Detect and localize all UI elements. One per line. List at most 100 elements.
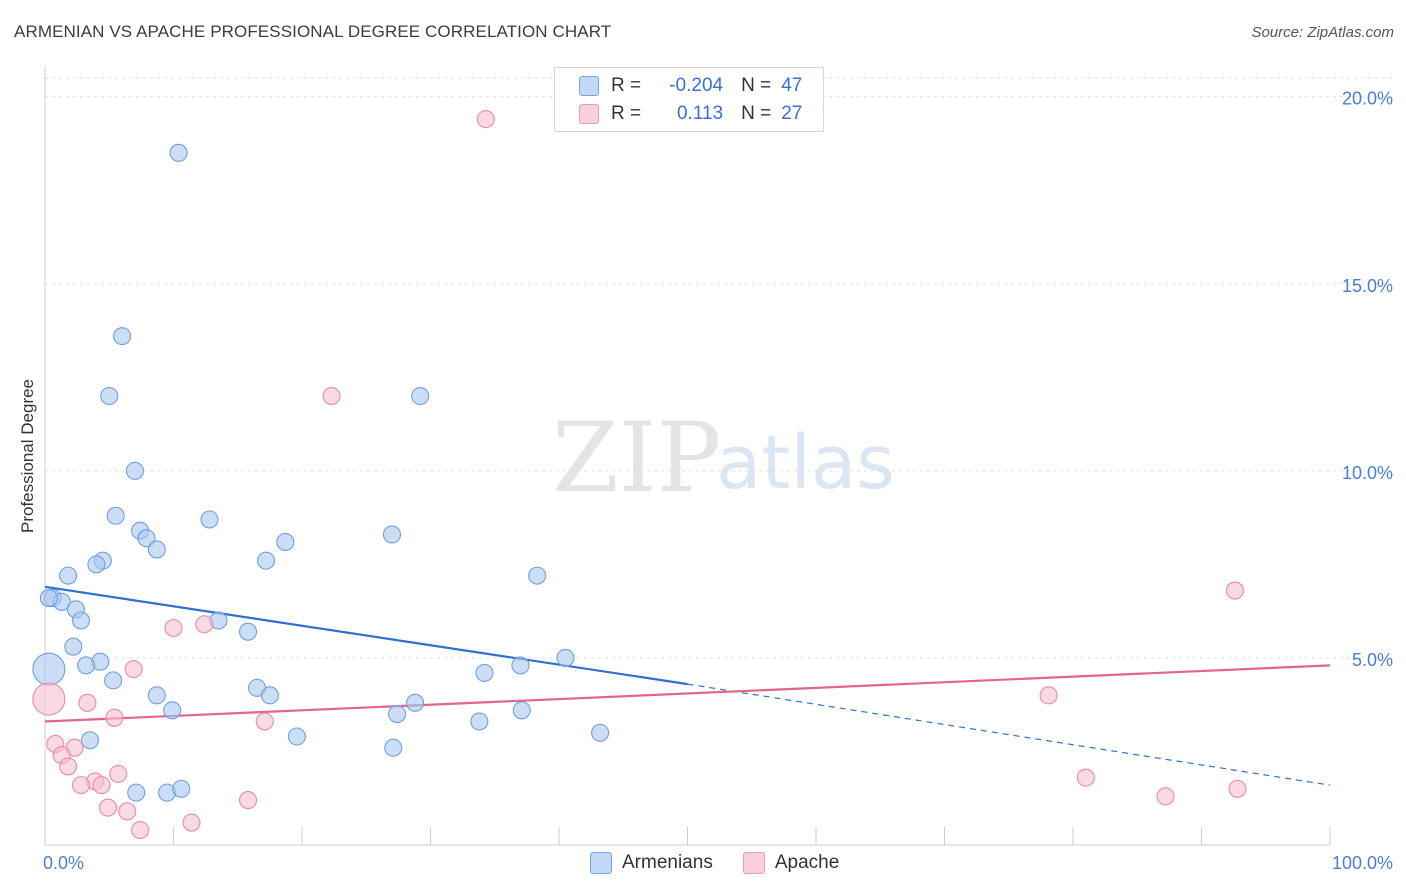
apache-point [59,757,78,776]
armenian-point [470,712,489,731]
armenian-point [106,506,125,525]
apache-point [124,660,143,679]
armenians-trend-extension [687,683,1331,786]
apache-point [1225,581,1244,600]
apache-point [195,615,214,634]
apache-point [255,712,274,731]
legend-n-value-armenians: 47 [781,75,803,96]
armenian-point [100,386,119,406]
chart-title: ARMENIAN VS APACHE PROFESSIONAL DEGREE C… [14,22,612,41]
armenians-legend-label: Armenians [622,852,713,873]
y-tick-label: 15.0% [1342,276,1393,296]
armenian-point [384,738,403,757]
apache-point [476,110,495,129]
apache-point [1076,768,1095,787]
apache-point [32,682,66,716]
armenians-swatch [579,76,599,96]
legend-item-apache[interactable]: Apache [742,852,839,874]
armenian-point [59,566,78,585]
armenian-point [475,663,494,682]
stats-legend: R = -0.204 N = 47 R = 0.113 N = 27 [554,67,824,132]
axes [44,66,1331,846]
apache-point [1228,779,1247,798]
legend-n-label: N = [741,103,772,124]
armenian-point [77,656,96,675]
armenian-point [287,727,306,746]
armenians-trend-line [44,585,688,686]
armenian-point [137,529,156,548]
armenian-point [71,611,91,630]
apache-point [238,791,258,810]
armenian-point [32,652,66,686]
armenian-point [511,656,530,675]
x-tick-label-max: 100.0% [1332,853,1393,873]
armenian-point [169,143,188,162]
grid-lines [45,77,1392,659]
armenian-point [113,327,132,346]
apache-point [131,820,150,840]
series-legend: Armenians Apache [590,852,869,874]
armenian-point [406,693,425,712]
apache-point [182,813,201,832]
armenian-point [411,386,430,406]
armenian-point [382,525,402,544]
watermark-zip: ZIP [552,402,722,514]
legend-r-value-armenians: -0.204 [669,75,724,96]
armenian-point [147,540,166,559]
armenian-point [260,686,279,705]
apache-point [1039,686,1058,705]
armenian-point [276,532,295,551]
legend-r-value-apache: 0.113 [676,103,724,124]
armenian-point [64,637,83,656]
armenian-point [200,510,219,529]
apache-swatch [579,104,599,124]
data-points [32,110,1247,840]
armenian-point [125,461,144,480]
legend-row-armenians: R = -0.204 N = 47 [579,72,802,100]
legend-item-armenians[interactable]: Armenians [590,852,713,874]
y-axis-label: Professional Degree [18,379,37,533]
armenian-point [528,566,547,585]
apache-legend-swatch [742,852,765,874]
apache-point [322,386,341,406]
axis-labels: 5.0% 10.0% 15.0% 20.0% 0.0% 100.0% Professiona… [18,89,1393,873]
armenian-point [512,701,531,720]
apache-point [98,798,118,817]
armenian-point [104,671,123,690]
apache-point [92,776,111,795]
armenian-point [80,731,100,750]
armenian-point [163,701,182,720]
watermark-atlas: atlas [716,420,895,506]
armenian-point [591,723,610,742]
apache-point [105,708,124,727]
armenian-point [39,589,58,608]
legend-row-apache: R = 0.113 N = 27 [579,100,802,128]
legend-r-label: R = [611,75,642,96]
apache-point [164,618,183,638]
legend-r-label: R = [611,103,642,124]
apache-point [109,764,128,783]
x-tick-label-min: 0.0% [43,853,84,873]
armenian-point [238,622,258,641]
y-tick-label: 10.0% [1342,463,1393,483]
y-tick-label: 5.0% [1352,650,1393,670]
armenian-point [388,704,407,724]
y-tick-label: 20.0% [1342,89,1393,109]
armenian-point [256,551,276,570]
apache-trend-line [44,664,1331,723]
armenian-point [172,779,191,798]
armenian-point [556,648,575,667]
armenian-point [147,686,166,705]
trend-lines [44,585,1331,786]
apache-point [71,776,91,795]
legend-n-label: N = [741,75,772,96]
apache-point [78,693,97,712]
apache-point [1156,787,1175,806]
source-label: Source: ZipAtlas.com [1251,24,1394,41]
armenians-legend-swatch [590,852,612,874]
armenian-point [87,555,106,574]
apache-point [118,802,137,821]
armenian-point [127,783,146,802]
legend-n-value-apache: 27 [781,103,803,124]
